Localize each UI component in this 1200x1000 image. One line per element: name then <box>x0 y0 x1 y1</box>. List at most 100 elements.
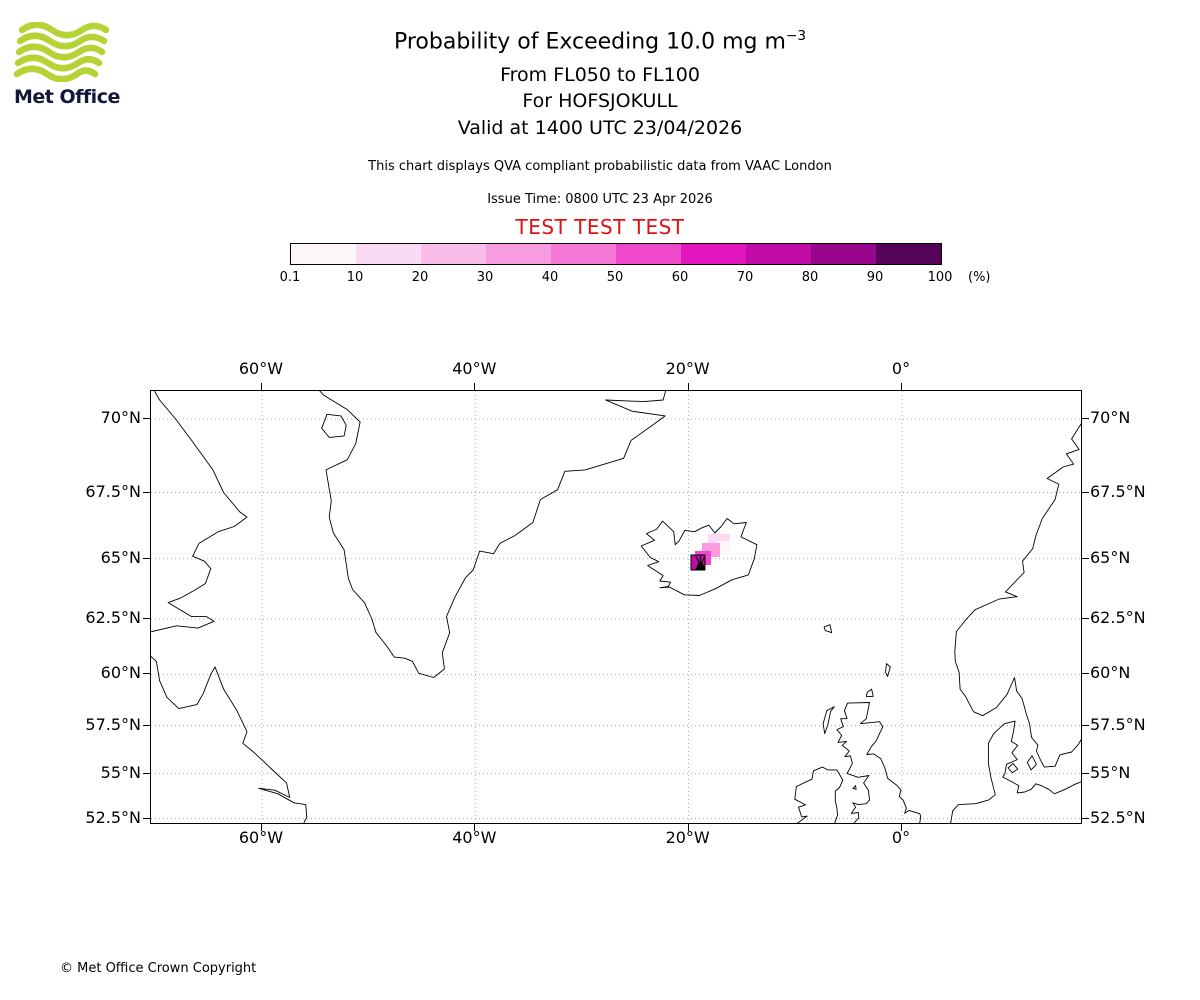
map-tick <box>1082 817 1089 819</box>
met-office-wordmark: Met Office <box>14 86 120 108</box>
map-tick <box>143 817 150 819</box>
map-lat-label-right: 55°N <box>1090 762 1131 782</box>
colorbar-segment <box>876 244 941 264</box>
colorbar-labels: 0.1 10 20 30 40 50 60 70 80 90 100 <box>280 270 953 286</box>
map-lat-label-right: 65°N <box>1090 547 1131 567</box>
map-lat-label-left: 52.5°N <box>85 807 141 827</box>
map-tick <box>474 383 476 390</box>
volcano-marker-icon <box>695 555 706 570</box>
map-tick <box>1082 418 1089 419</box>
colorbar-segment <box>616 244 681 264</box>
coastline-faroe-islands <box>823 624 833 634</box>
map-tick <box>1082 673 1089 675</box>
map-lat-label-right: 62.5°N <box>1090 607 1146 627</box>
map-tick <box>143 491 150 493</box>
colorbar-tick-label: 30 <box>476 270 494 285</box>
colorbar-tick-label: 100 <box>927 270 953 285</box>
subtitle-flight-levels: From FL050 to FL100 <box>500 64 700 86</box>
colorbar-segment <box>811 244 876 264</box>
map-tick <box>143 617 150 619</box>
colorbar-tick-label: 40 <box>541 270 559 285</box>
met-office-logo: Met Office <box>13 21 134 114</box>
coastline-ireland <box>794 766 844 823</box>
colorbar <box>290 243 942 265</box>
map-tick <box>474 824 476 831</box>
map-tick <box>143 557 150 559</box>
colorbar-segment <box>421 244 486 264</box>
map-tick <box>687 383 689 390</box>
map-tick <box>260 824 262 831</box>
coastline-zealand <box>1026 755 1037 771</box>
map-lon-label-bottom: 20°W <box>665 828 710 847</box>
map-lat-label-left: 62.5°N <box>85 607 141 627</box>
coastline-isle-of-man <box>852 785 857 790</box>
map-tick <box>260 383 262 390</box>
map-lat-label-right: 52.5°N <box>1090 807 1146 827</box>
coastline-great-britain <box>836 702 922 823</box>
colorbar-segment <box>356 244 421 264</box>
map-lat-label-left: 67.5°N <box>85 481 141 501</box>
map-lat-label-right: 60°N <box>1090 663 1131 683</box>
coastline-labrador <box>151 655 308 823</box>
map-lon-label-top: 40°W <box>452 359 497 378</box>
colorbar-tick-label: 60 <box>671 270 689 285</box>
map-lat-label-left: 57.5°N <box>85 714 141 734</box>
coastline-shetland <box>885 663 891 677</box>
coastline-orkney <box>865 688 874 697</box>
colorbar-segment <box>486 244 551 264</box>
map-lon-label-bottom: 60°W <box>238 828 284 847</box>
colorbar-tick-label: 50 <box>606 270 624 285</box>
colorbar-tick-label: 90 <box>866 270 884 285</box>
colorbar-tick-label: 20 <box>411 270 429 285</box>
map-tick <box>143 772 150 774</box>
map-tick <box>1082 617 1089 619</box>
map-lon-label-bottom: 0° <box>891 828 911 847</box>
colorbar-tick-label: 80 <box>801 270 819 285</box>
coastline-funen <box>1007 762 1019 774</box>
page-title-exponent: −3 <box>785 28 807 44</box>
map-lon-label-top: 20°W <box>665 359 710 378</box>
map-tick <box>901 383 902 390</box>
page-title: Probability of Exceeding 10.0 mg m−3 <box>0 28 1200 54</box>
map-panel <box>150 390 1082 824</box>
map-lon-label-bottom: 40°W <box>452 828 497 847</box>
map-tick <box>143 724 150 726</box>
coastline-baffin <box>151 391 248 633</box>
colorbar-segment <box>746 244 811 264</box>
coastline-disko-island <box>321 413 347 438</box>
coastline-norway-sweden <box>954 423 1081 768</box>
map-lat-label-right: 57.5°N <box>1090 714 1146 734</box>
map-tick <box>901 824 902 831</box>
map-lat-label-left: 65°N <box>100 547 141 567</box>
qva-note: This chart displays QVA compliant probab… <box>368 159 832 174</box>
copyright-text: © Met Office Crown Copyright <box>60 961 257 976</box>
map-lat-label-right: 67.5°N <box>1090 481 1146 501</box>
coastline-outer-hebrides <box>822 706 835 735</box>
colorbar-tick-label: 70 <box>736 270 754 285</box>
colorbar-tick-label: 10 <box>346 270 364 285</box>
coastline-iceland <box>640 518 758 596</box>
colorbar-tick-label: 0.1 <box>279 270 301 285</box>
map-tick <box>143 673 150 675</box>
map-tick <box>1082 724 1089 726</box>
issue-time: Issue Time: 0800 UTC 23 Apr 2026 <box>487 192 713 207</box>
map-lat-label-left: 60°N <box>100 663 141 683</box>
met-office-waves-icon <box>13 21 110 83</box>
probability-colorbar: 0.1 10 20 30 40 50 60 70 80 90 100 (%) <box>280 243 991 289</box>
colorbar-segment <box>551 244 616 264</box>
map-canvas <box>151 391 1081 823</box>
subtitle-valid-time: Valid at 1400 UTC 23/04/2026 <box>457 117 743 139</box>
map-tick <box>143 418 150 419</box>
probability-cell <box>717 541 731 552</box>
map-tick <box>1082 772 1089 774</box>
map-tick <box>1082 491 1089 493</box>
colorbar-segment <box>681 244 746 264</box>
subtitle-volcano: For HOFSJOKULL <box>522 90 678 112</box>
test-banner: TEST TEST TEST <box>515 215 685 239</box>
colorbar-segment <box>291 244 356 264</box>
map-lat-label-right: 70°N <box>1090 408 1131 427</box>
coastline-north-sea-denmark <box>950 720 1081 823</box>
map-lon-label-top: 60°W <box>238 359 284 378</box>
page-title-text: Probability of Exceeding 10.0 mg m <box>393 29 786 55</box>
